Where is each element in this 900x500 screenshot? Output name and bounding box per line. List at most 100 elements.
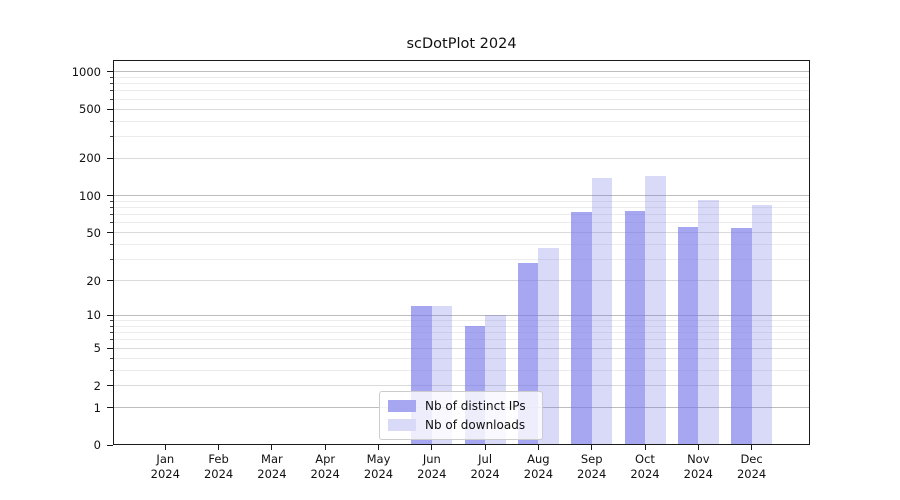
legend-label-distinct-ips: Nb of distinct IPs [425,399,526,413]
gridline-minor-4 [113,357,810,359]
y-minor-tick-90 [110,200,113,202]
gridline-major-1000 [113,71,810,73]
x-tick-label-line: 2024 [736,466,767,481]
y-minor-tick-800 [110,83,113,85]
y-minor-tick-9 [110,320,113,322]
bar-downloads-Aug [538,248,559,445]
x-tick-label: May 2024 [349,452,409,481]
x-tick-label: Jun 2024 [402,452,462,481]
gridline-medium-5 [113,347,810,349]
y-tick-50 [107,232,113,234]
gridline-minor-400 [113,120,810,122]
x-tick-label-line: 2024 [257,466,287,481]
gridline-medium-50 [113,232,810,234]
y-minor-tick-80 [110,207,113,209]
bar-distinct-ips-Oct [624,211,645,445]
y-tick-200 [107,157,113,159]
y-minor-tick-300 [110,136,113,138]
x-tick-label-line: 2024 [630,466,660,481]
bar-distinct-ips-Nov [677,226,699,445]
x-tick-label-line: Sep [580,452,603,466]
gridline-minor-3 [113,369,810,371]
y-minor-tick-6 [110,339,113,341]
y-minor-tick-60 [110,222,113,224]
bar-downloads-Oct [645,175,666,445]
bar-downloads-Dec [751,204,773,445]
x-tick-Nov [697,445,699,450]
y-tick-label: 5 [93,341,101,356]
x-tick-label-line: Feb [208,452,229,466]
x-tick-Mar [271,445,273,450]
y-tick-label: 10 [86,308,101,323]
x-tick-label: Jul 2024 [455,452,515,481]
x-tick-label: Aug 2024 [508,452,568,481]
gridline-minor-900 [113,76,810,78]
y-tick-0 [107,444,113,446]
x-tick-label-line: 2024 [577,466,607,481]
gridline-minor-800 [113,83,810,85]
y-minor-tick-70 [110,214,113,216]
y-tick-5 [107,347,113,349]
x-tick-label-line: Nov [687,452,710,466]
gridline-minor-90 [113,200,810,202]
legend-swatch-downloads [388,419,416,431]
x-tick-label: Apr 2024 [295,452,355,481]
x-tick-Dec [751,445,753,450]
x-tick-label: Nov 2024 [668,452,728,481]
x-tick-Apr [324,445,326,450]
y-tick-label: 1 [93,400,101,415]
gridline-minor-300 [113,136,810,138]
x-tick-label: Sep 2024 [562,452,622,481]
gridline-minor-6 [113,339,810,341]
x-tick-label: Dec 2024 [722,452,782,481]
gridline-minor-600 [113,98,810,100]
y-tick-1 [107,407,113,409]
x-tick-Jun [431,445,433,450]
x-tick-label: Jan 2024 [135,452,195,481]
gridline-medium-200 [113,157,810,159]
x-tick-label-line: 2024 [203,466,234,481]
spine-right [809,60,811,445]
y-minor-tick-600 [110,98,113,100]
y-minor-tick-30 [110,258,113,260]
chart-title: scDotPlot 2024 [406,36,517,52]
gridline-minor-9 [113,320,810,322]
gridline-medium-500 [113,108,810,110]
x-tick-Oct [644,445,646,450]
x-tick-label-line: Mar [261,452,283,466]
y-tick-label: 50 [86,225,101,240]
x-tick-label-line: Apr [315,452,336,466]
y-minor-tick-700 [110,90,113,92]
y-tick-label: 100 [79,188,101,203]
x-tick-Sep [591,445,593,450]
bar-downloads-Sep [591,177,613,445]
y-tick-100 [107,195,113,197]
gridline-medium-20 [113,280,810,282]
x-tick-label-line: Aug [527,452,550,466]
x-tick-label-line: Jun [422,452,441,466]
bar-downloads-Nov [698,199,719,445]
x-tick-label-line: 2024 [470,466,500,481]
gridline-major-100 [113,195,810,197]
x-tick-label-line: 2024 [683,466,713,481]
y-tick-20 [107,280,113,282]
y-tick-500 [107,108,113,110]
y-minor-tick-40 [110,243,113,245]
bar-distinct-ips-Dec [731,227,752,445]
bar-distinct-ips-Sep [571,211,592,445]
gridline-minor-60 [113,222,810,224]
legend-swatch-distinct-ips [388,400,416,412]
gridline-minor-8 [113,325,810,327]
x-tick-Jul [484,445,486,450]
x-tick-label-line: Jul [478,452,493,466]
x-tick-label: Oct 2024 [615,452,675,481]
spine-top [113,59,810,61]
gridline-major-10 [113,314,810,316]
y-tick-label: 2 [93,378,101,393]
x-tick-Feb [218,445,220,450]
x-tick-Jan [164,445,166,450]
spine-left [112,60,114,445]
gridline-minor-80 [113,207,810,209]
x-tick-label-line: May [366,452,391,466]
